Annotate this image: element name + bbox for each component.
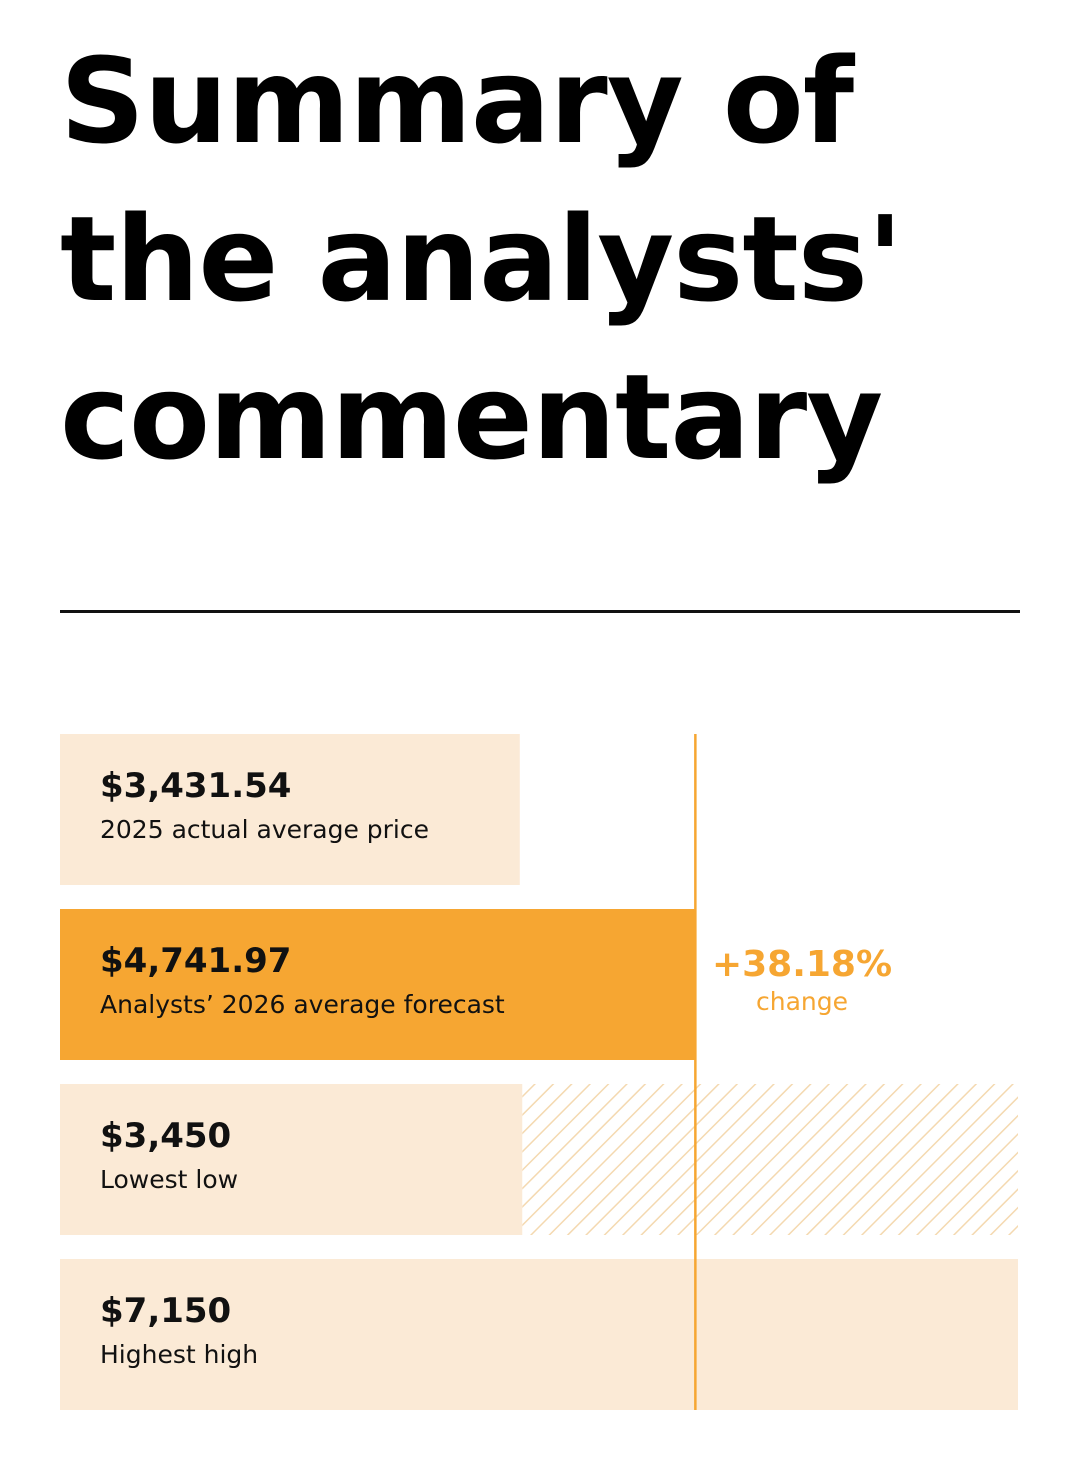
bar-category-label: 2025 actual average price [100,815,429,844]
bar-value-label: $7,150 [100,1291,231,1331]
bar-category-label: Analysts’ 2026 average forecast [100,990,505,1019]
bar-category-label: Lowest low [100,1165,238,1194]
page-title: Summary of the analysts' commentary [60,32,903,486]
bar-3 [60,1084,523,1235]
bar-4 [60,1259,1018,1410]
title-divider [60,610,1020,613]
change-percent: +38.18% [712,944,892,985]
bar-value-label: $3,431.54 [100,766,291,806]
bar-2 [60,909,696,1060]
bar-category-label: Highest high [100,1340,258,1369]
range-hatch-band [522,1084,1018,1235]
change-caption: change [756,987,848,1016]
bar-1 [60,734,520,885]
bar-value-label: $3,450 [100,1116,231,1156]
bar-value-label: $4,741.97 [100,941,291,981]
